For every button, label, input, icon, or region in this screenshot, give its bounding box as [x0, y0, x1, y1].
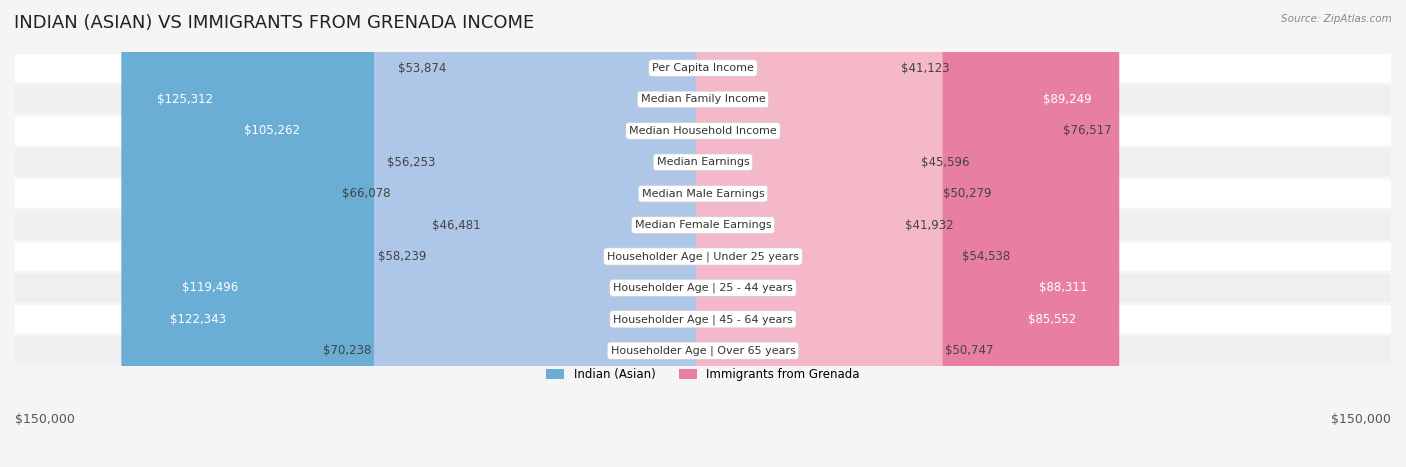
- FancyBboxPatch shape: [148, 0, 710, 467]
- Text: $125,312: $125,312: [157, 93, 212, 106]
- FancyBboxPatch shape: [15, 305, 1391, 333]
- Text: Householder Age | 25 - 44 years: Householder Age | 25 - 44 years: [613, 283, 793, 293]
- FancyBboxPatch shape: [696, 0, 941, 467]
- Legend: Indian (Asian), Immigrants from Grenada: Indian (Asian), Immigrants from Grenada: [541, 363, 865, 386]
- Text: $70,238: $70,238: [323, 344, 371, 357]
- Text: $105,262: $105,262: [245, 124, 301, 137]
- Text: $119,496: $119,496: [183, 282, 239, 294]
- Text: $122,343: $122,343: [170, 313, 226, 326]
- Text: $150,000: $150,000: [15, 413, 75, 426]
- FancyBboxPatch shape: [15, 148, 1391, 177]
- Text: $89,249: $89,249: [1043, 93, 1092, 106]
- FancyBboxPatch shape: [15, 274, 1391, 302]
- Text: $50,279: $50,279: [943, 187, 991, 200]
- FancyBboxPatch shape: [15, 85, 1391, 113]
- Text: Median Household Income: Median Household Income: [628, 126, 778, 136]
- FancyBboxPatch shape: [15, 179, 1391, 208]
- FancyBboxPatch shape: [696, 0, 898, 467]
- Text: $54,538: $54,538: [962, 250, 1011, 263]
- Text: $58,239: $58,239: [378, 250, 426, 263]
- FancyBboxPatch shape: [135, 0, 710, 467]
- Text: Median Family Income: Median Family Income: [641, 94, 765, 105]
- FancyBboxPatch shape: [121, 0, 710, 467]
- Text: Source: ZipAtlas.com: Source: ZipAtlas.com: [1281, 14, 1392, 24]
- FancyBboxPatch shape: [696, 0, 1102, 467]
- Text: $45,596: $45,596: [921, 156, 970, 169]
- FancyBboxPatch shape: [696, 0, 960, 467]
- FancyBboxPatch shape: [696, 0, 1119, 467]
- Text: Median Female Earnings: Median Female Earnings: [634, 220, 772, 230]
- Text: Median Earnings: Median Earnings: [657, 157, 749, 167]
- Text: Per Capita Income: Per Capita Income: [652, 63, 754, 73]
- FancyBboxPatch shape: [214, 0, 710, 467]
- FancyBboxPatch shape: [15, 117, 1391, 145]
- FancyBboxPatch shape: [374, 0, 710, 467]
- Text: $66,078: $66,078: [342, 187, 391, 200]
- Text: $85,552: $85,552: [1028, 313, 1076, 326]
- Text: $41,932: $41,932: [904, 219, 953, 232]
- FancyBboxPatch shape: [449, 0, 710, 467]
- Text: $88,311: $88,311: [1039, 282, 1088, 294]
- Text: Median Male Earnings: Median Male Earnings: [641, 189, 765, 198]
- FancyBboxPatch shape: [696, 0, 1062, 467]
- FancyBboxPatch shape: [696, 0, 1115, 467]
- FancyBboxPatch shape: [439, 0, 710, 467]
- Text: Householder Age | Over 65 years: Householder Age | Over 65 years: [610, 346, 796, 356]
- FancyBboxPatch shape: [429, 0, 710, 467]
- Text: $46,481: $46,481: [432, 219, 481, 232]
- FancyBboxPatch shape: [696, 0, 942, 467]
- Text: $53,874: $53,874: [398, 62, 447, 75]
- Text: INDIAN (ASIAN) VS IMMIGRANTS FROM GRENADA INCOME: INDIAN (ASIAN) VS IMMIGRANTS FROM GRENAD…: [14, 14, 534, 32]
- FancyBboxPatch shape: [15, 54, 1391, 82]
- Text: $56,253: $56,253: [388, 156, 436, 169]
- FancyBboxPatch shape: [696, 0, 920, 467]
- FancyBboxPatch shape: [696, 0, 903, 467]
- Text: Householder Age | 45 - 64 years: Householder Age | 45 - 64 years: [613, 314, 793, 325]
- Text: $50,747: $50,747: [945, 344, 994, 357]
- FancyBboxPatch shape: [482, 0, 710, 467]
- FancyBboxPatch shape: [15, 211, 1391, 239]
- FancyBboxPatch shape: [15, 242, 1391, 270]
- Text: $76,517: $76,517: [1063, 124, 1112, 137]
- Text: $41,123: $41,123: [901, 62, 949, 75]
- Text: $150,000: $150,000: [1331, 413, 1391, 426]
- FancyBboxPatch shape: [15, 337, 1391, 365]
- Text: Householder Age | Under 25 years: Householder Age | Under 25 years: [607, 251, 799, 262]
- FancyBboxPatch shape: [394, 0, 710, 467]
